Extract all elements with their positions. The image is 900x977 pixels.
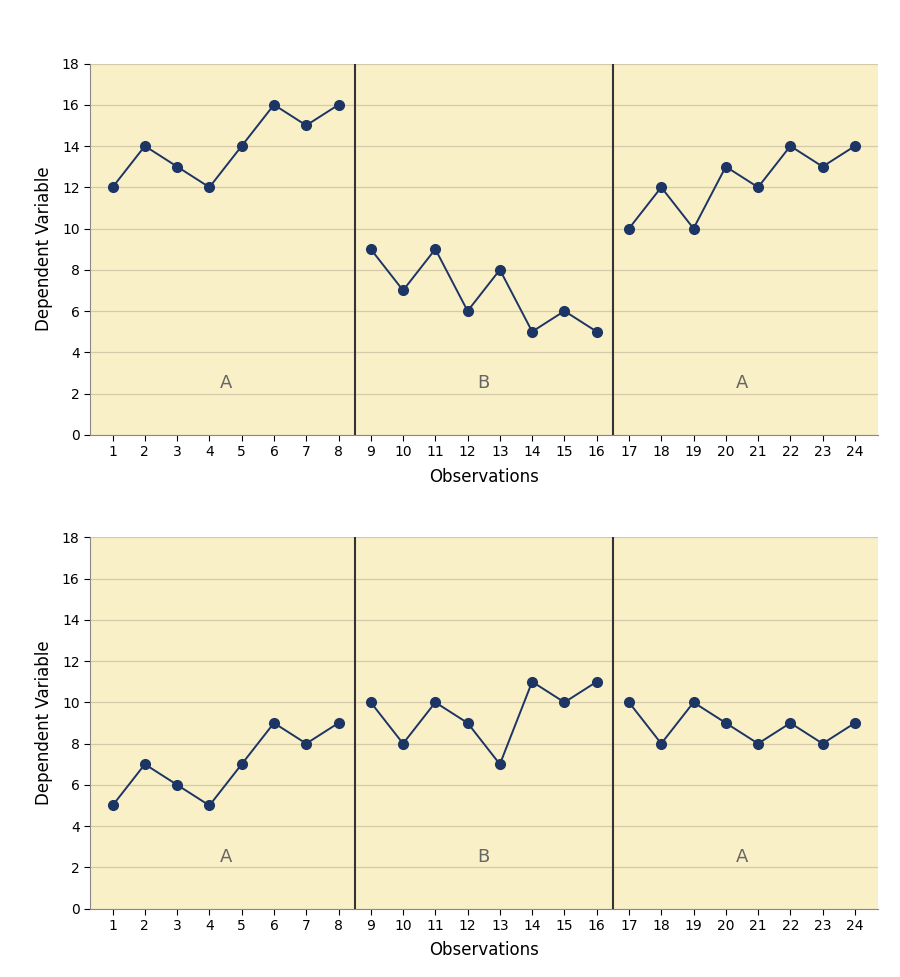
Text: A: A	[220, 374, 231, 392]
Y-axis label: Dependent Variable: Dependent Variable	[35, 167, 53, 331]
X-axis label: Observations: Observations	[428, 942, 539, 959]
Text: A: A	[736, 848, 748, 866]
Y-axis label: Dependent Variable: Dependent Variable	[35, 641, 53, 805]
Text: A: A	[220, 848, 231, 866]
Text: A: A	[736, 374, 748, 392]
X-axis label: Observations: Observations	[428, 468, 539, 486]
Text: B: B	[478, 374, 490, 392]
Text: B: B	[478, 848, 490, 866]
